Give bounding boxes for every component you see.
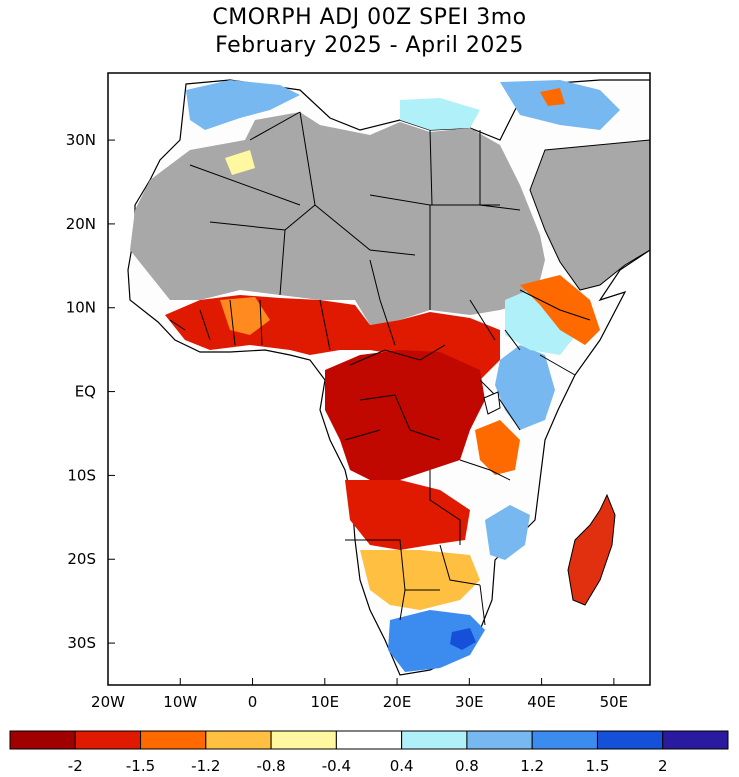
lat-label: 30S (67, 634, 96, 652)
lesotho-wet (450, 628, 476, 650)
colorbar-label: -1.5 (126, 757, 155, 775)
southern-africa-moderate-dry (360, 550, 480, 610)
lake-victoria (483, 391, 501, 415)
map-title-line1: CMORPH ADJ 00Z SPEI 3mo (212, 5, 527, 30)
colorbar-box (401, 730, 468, 750)
colorbar-label: -2 (68, 757, 83, 775)
levant-dry-spot (540, 88, 565, 106)
lat-label: 30N (66, 131, 96, 149)
colorbar-box (596, 730, 664, 750)
south-africa-wet (388, 610, 485, 672)
colorbar-label: 1.5 (586, 757, 610, 775)
lon-label: 50E (600, 693, 629, 711)
levant-wet (500, 80, 620, 130)
colorbar-box (9, 730, 76, 750)
maghreb-wet (186, 80, 300, 130)
colorbar-label: 2 (658, 757, 668, 775)
east-africa-wet (495, 345, 555, 430)
libya-coast-wet (400, 98, 480, 130)
colorbar-label: -0.8 (256, 757, 285, 775)
lat-label: 10N (66, 299, 96, 317)
colorbar-box (74, 730, 142, 750)
lat-label: 20N (66, 215, 96, 233)
lat-label: 10S (67, 466, 96, 484)
lon-label: 0 (248, 693, 258, 711)
madagascar (567, 493, 616, 606)
colorbar-box (466, 730, 533, 750)
colorbar-box (531, 730, 598, 750)
atlas-moderate-dry (225, 150, 255, 175)
colorbar-label: 0.4 (390, 757, 414, 775)
country-borders (169, 111, 591, 626)
lon-label: 20E (383, 693, 412, 711)
axis-labels: 20W 10W 0 10E 20E 30E 40E 50E 30N 20N 10N EQ 10S 20S 3… (66, 131, 628, 711)
central-africa-dry (325, 350, 485, 480)
colorbar-label: -0.4 (322, 757, 351, 775)
tanzania-dry (475, 420, 520, 475)
colorbar-label: 1.2 (520, 757, 544, 775)
colorbar-box (140, 730, 207, 750)
colorbar-box (335, 730, 403, 750)
map-frame (107, 72, 651, 686)
southern-africa-dry (345, 480, 470, 550)
mozambique-wet (485, 505, 530, 560)
lon-label: 40E (527, 693, 556, 711)
arabian-peninsula (529, 139, 650, 291)
lon-label: 10W (163, 693, 197, 711)
map-title-line2: February 2025 - April 2025 (215, 33, 524, 58)
lat-label: 20S (67, 550, 96, 568)
lon-label: 30E (455, 693, 484, 711)
colorbar-boxes (9, 730, 729, 750)
lon-label: 10E (311, 693, 340, 711)
lat-label: EQ (75, 383, 96, 401)
colorbar-label: 0.8 (455, 757, 479, 775)
colorbar-labels: -2 -1.5 -1.2 -0.8 -0.4 0.4 0.8 1.2 1.5 2 (68, 757, 668, 775)
colorbar-label: -1.2 (191, 757, 220, 775)
colorbar-box (662, 730, 729, 750)
lon-label: 20W (91, 693, 125, 711)
axis-ticks (107, 139, 615, 685)
colorbar-box (270, 730, 337, 750)
colorbar-box (205, 730, 272, 750)
